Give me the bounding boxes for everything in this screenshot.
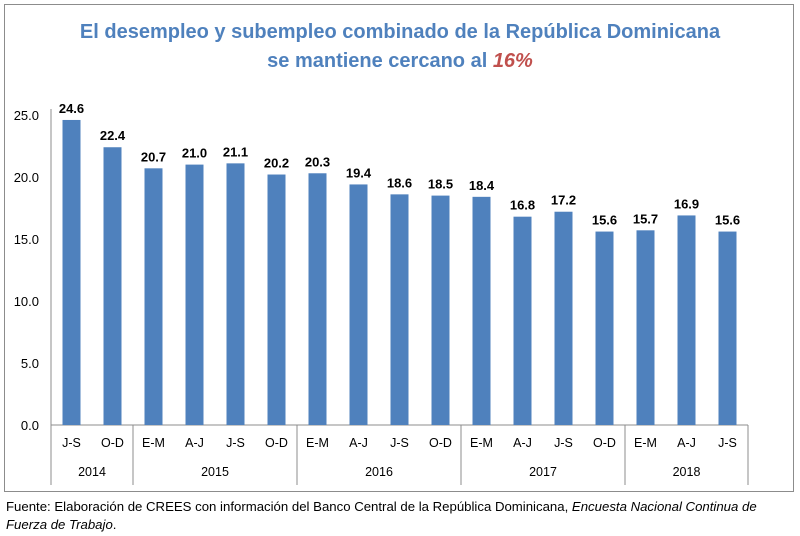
x-group-label: 2017 xyxy=(529,465,557,479)
data-label: 19.4 xyxy=(346,165,372,180)
bar xyxy=(185,164,204,425)
data-label: 20.7 xyxy=(141,149,166,164)
x-tick-label: A-J xyxy=(677,436,696,450)
x-tick-label: J-S xyxy=(390,436,409,450)
x-tick-label: J-S xyxy=(554,436,573,450)
bar xyxy=(267,174,286,425)
data-label: 17.2 xyxy=(551,193,576,208)
chart-title-line2: se mantiene cercano al 16% xyxy=(0,47,800,76)
data-label: 18.5 xyxy=(428,177,453,192)
data-label: 18.6 xyxy=(387,175,412,190)
bar xyxy=(62,119,81,426)
x-group-label: 2015 xyxy=(201,465,229,479)
x-tick-label: O-D xyxy=(429,436,452,450)
data-label: 24.6 xyxy=(59,101,84,116)
x-tick-label: J-S xyxy=(62,436,81,450)
bar xyxy=(513,216,532,425)
bar xyxy=(718,231,737,425)
data-label: 16.8 xyxy=(510,198,535,213)
bar xyxy=(431,195,450,425)
y-tick-label: 0.0 xyxy=(21,418,39,433)
x-tick-label: E-M xyxy=(306,436,329,450)
x-tick-label: O-D xyxy=(265,436,288,450)
bar xyxy=(390,194,409,425)
source-survey-name: Encuesta Nacional Continua de Fuerza de … xyxy=(6,499,757,532)
bar xyxy=(472,196,491,425)
bar xyxy=(677,215,696,425)
chart-title-line2-text: se mantiene cercano al xyxy=(267,50,493,72)
source-note: Fuente: Elaboración de CREES con informa… xyxy=(6,498,796,534)
data-label: 15.6 xyxy=(715,213,740,228)
bar xyxy=(308,173,327,425)
source-suffix: . xyxy=(112,517,117,532)
x-tick-label: E-M xyxy=(470,436,493,450)
chart-title-line1: El desempleo y subempleo combinado de la… xyxy=(79,21,721,43)
x-tick-label: E-M xyxy=(634,436,657,450)
data-label: 21.1 xyxy=(223,144,248,159)
data-label: 15.7 xyxy=(633,211,658,226)
x-tick-label: A-J xyxy=(513,436,532,450)
x-group-label: 2016 xyxy=(365,465,393,479)
bar xyxy=(226,163,245,426)
data-label: 22.4 xyxy=(100,128,126,143)
y-tick-label: 25.0 xyxy=(14,108,39,123)
chart-title: El desempleo y subempleo combinado de la… xyxy=(0,18,800,76)
bar xyxy=(636,230,655,425)
x-group-label: 2018 xyxy=(673,465,701,479)
y-tick-label: 10.0 xyxy=(14,294,39,309)
data-label: 20.3 xyxy=(305,154,330,169)
data-label: 18.4 xyxy=(469,178,495,193)
bar xyxy=(144,168,163,425)
x-tick-label: J-S xyxy=(226,436,245,450)
x-tick-label: A-J xyxy=(185,436,204,450)
x-tick-label: J-S xyxy=(718,436,737,450)
x-tick-label: O-D xyxy=(101,436,124,450)
chart-title-highlight: 16% xyxy=(492,50,533,72)
x-group-label: 2014 xyxy=(78,465,106,479)
y-tick-label: 5.0 xyxy=(21,356,39,371)
data-label: 15.6 xyxy=(592,213,617,228)
bar xyxy=(554,211,573,425)
data-label: 16.9 xyxy=(674,196,699,211)
source-text: Fuente: Elaboración de CREES con informa… xyxy=(6,499,572,514)
y-tick-label: 15.0 xyxy=(14,232,39,247)
x-tick-label: O-D xyxy=(593,436,616,450)
bar xyxy=(103,147,122,426)
data-label: 20.2 xyxy=(264,156,289,171)
y-tick-label: 20.0 xyxy=(14,170,39,185)
bar xyxy=(349,184,368,425)
x-tick-label: A-J xyxy=(349,436,368,450)
data-label: 21.0 xyxy=(182,146,207,161)
x-tick-label: E-M xyxy=(142,436,165,450)
bar xyxy=(595,231,614,425)
